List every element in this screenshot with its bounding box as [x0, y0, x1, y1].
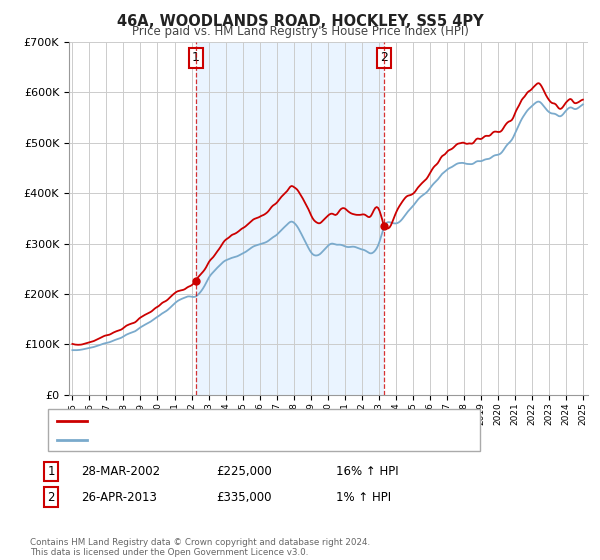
Text: 26-APR-2013: 26-APR-2013 [81, 491, 157, 504]
Text: 1: 1 [47, 465, 55, 478]
Text: 1: 1 [191, 52, 200, 64]
Text: £335,000: £335,000 [216, 491, 271, 504]
Text: HPI: Average price, detached house, Rochford: HPI: Average price, detached house, Roch… [93, 435, 332, 445]
Text: Price paid vs. HM Land Registry's House Price Index (HPI): Price paid vs. HM Land Registry's House … [131, 25, 469, 38]
Text: 46A, WOODLANDS ROAD, HOCKLEY, SS5 4PY: 46A, WOODLANDS ROAD, HOCKLEY, SS5 4PY [116, 14, 484, 29]
Text: 1% ↑ HPI: 1% ↑ HPI [336, 491, 391, 504]
Text: 2: 2 [380, 52, 388, 64]
Text: 16% ↑ HPI: 16% ↑ HPI [336, 465, 398, 478]
Text: 46A, WOODLANDS ROAD, HOCKLEY, SS5 4PY (detached house): 46A, WOODLANDS ROAD, HOCKLEY, SS5 4PY (d… [93, 416, 422, 426]
Bar [196, 42, 384, 395]
Text: 2: 2 [47, 491, 55, 504]
Text: 28-MAR-2002: 28-MAR-2002 [81, 465, 160, 478]
Text: £225,000: £225,000 [216, 465, 272, 478]
Text: Contains HM Land Registry data © Crown copyright and database right 2024.
This d: Contains HM Land Registry data © Crown c… [30, 538, 370, 557]
